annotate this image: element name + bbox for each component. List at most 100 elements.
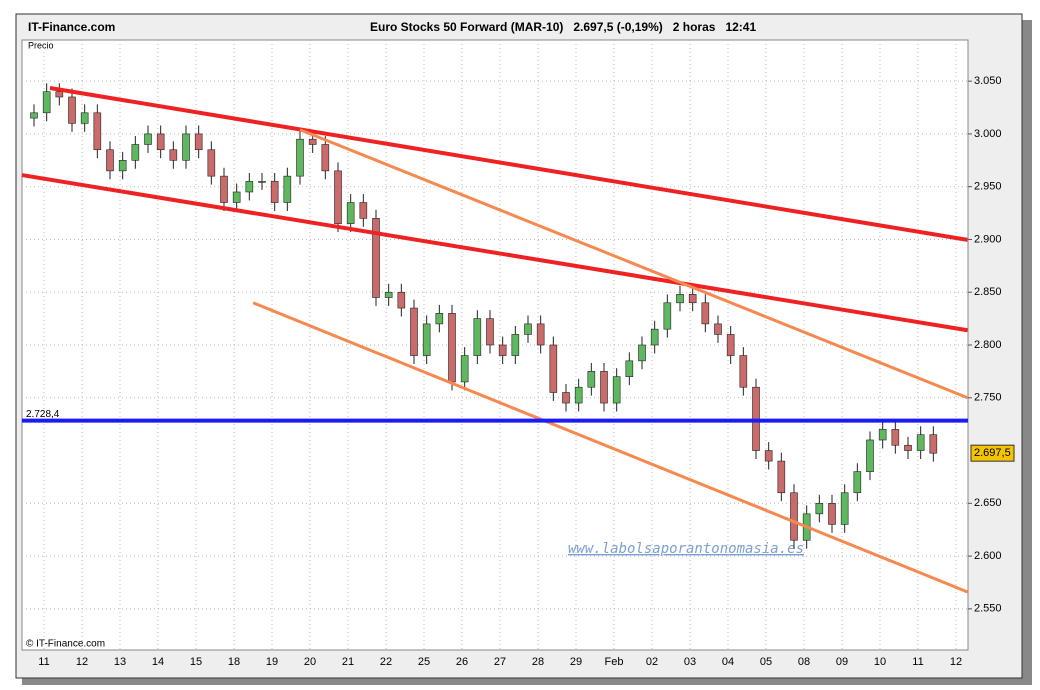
x-tick-label: 03 bbox=[684, 656, 696, 668]
x-tick-label: 05 bbox=[760, 656, 772, 668]
candle-body bbox=[169, 149, 178, 161]
candle-body bbox=[359, 202, 368, 219]
candle-body bbox=[68, 96, 76, 124]
x-tick-label: 10 bbox=[874, 656, 886, 668]
candle-body bbox=[334, 170, 342, 224]
watermark: www.labolsaporantonomasia.es bbox=[568, 541, 804, 557]
candle-body bbox=[549, 344, 558, 393]
candle-body bbox=[321, 144, 330, 172]
candle-body bbox=[80, 112, 89, 124]
x-tick-label: 18 bbox=[228, 656, 240, 668]
candle-body bbox=[878, 429, 887, 441]
candle-body bbox=[625, 360, 634, 377]
candle-body bbox=[726, 334, 735, 356]
panel-label: Precio bbox=[28, 40, 54, 50]
y-tick-label: 2.950 bbox=[974, 181, 1002, 193]
candle-body bbox=[676, 294, 684, 304]
y-tick-label: 2.800 bbox=[974, 339, 1002, 351]
trendline bbox=[21, 173, 968, 333]
y-tick-label: 2.600 bbox=[974, 550, 1002, 562]
candle-body bbox=[346, 202, 355, 224]
x-tick-label: Feb bbox=[605, 656, 624, 668]
candle-body bbox=[498, 344, 507, 356]
candle-body bbox=[840, 492, 849, 525]
trendline bbox=[299, 128, 969, 400]
candle-body bbox=[448, 313, 456, 383]
candle-body bbox=[916, 434, 925, 451]
candle-body bbox=[372, 218, 380, 298]
candle-body bbox=[270, 181, 279, 203]
candle-body bbox=[308, 138, 317, 145]
candle-body bbox=[283, 175, 292, 203]
y-tick-label: 2.550 bbox=[974, 603, 1002, 615]
candle-body bbox=[574, 386, 583, 404]
level-label: 2.728,4 bbox=[26, 409, 60, 420]
x-tick-label: 14 bbox=[152, 656, 164, 668]
candle-body bbox=[156, 133, 165, 151]
x-tick-label: 28 bbox=[532, 656, 544, 668]
x-tick-label: 21 bbox=[342, 656, 354, 668]
candle-body bbox=[929, 434, 938, 454]
x-tick-label: 19 bbox=[266, 656, 278, 668]
candle-body bbox=[144, 133, 152, 145]
candle-body bbox=[587, 371, 596, 388]
candle-body bbox=[42, 91, 51, 114]
y-tick-label: 2.900 bbox=[974, 233, 1002, 245]
x-tick-label: 12 bbox=[950, 656, 962, 668]
candle-body bbox=[410, 307, 418, 356]
x-tick-label: 11 bbox=[912, 656, 923, 668]
candle-body bbox=[220, 175, 228, 203]
trendline bbox=[252, 301, 969, 594]
candle-body bbox=[93, 112, 102, 151]
x-tick-label: 22 bbox=[380, 656, 392, 668]
candle-body bbox=[853, 471, 862, 494]
candle-body bbox=[296, 138, 304, 177]
price-tag bbox=[970, 444, 1015, 462]
candle-body bbox=[663, 302, 672, 330]
candle-body bbox=[600, 371, 608, 404]
candle-body bbox=[460, 355, 469, 383]
price-tag-label: 2.697,5 bbox=[974, 447, 1011, 459]
x-tick-label: 15 bbox=[190, 656, 202, 668]
x-tick-label: 13 bbox=[114, 656, 126, 668]
y-tick-label: 2.850 bbox=[974, 286, 1002, 298]
candle-body bbox=[194, 133, 203, 151]
y-tick-label: 3.050 bbox=[974, 75, 1002, 87]
candle-body bbox=[536, 323, 545, 346]
candle-body bbox=[131, 144, 140, 161]
candle-body bbox=[486, 318, 494, 346]
x-tick-label: 12 bbox=[76, 656, 88, 668]
candle-body bbox=[524, 323, 532, 335]
candle-body bbox=[511, 334, 520, 356]
site-name: IT-Finance.com bbox=[28, 20, 115, 34]
y-tick-label: 2.650 bbox=[974, 497, 1002, 509]
candle-body bbox=[764, 450, 773, 462]
x-tick-label: 27 bbox=[494, 656, 506, 668]
candle-body bbox=[207, 149, 216, 177]
candle-body bbox=[397, 291, 406, 309]
candle-body bbox=[904, 444, 912, 451]
candle-body bbox=[106, 149, 114, 172]
candle-body bbox=[30, 112, 38, 119]
copyright: © IT-Finance.com bbox=[26, 639, 105, 650]
x-tick-label: 08 bbox=[798, 656, 810, 668]
candle-body bbox=[650, 328, 659, 346]
x-tick-label: 29 bbox=[570, 656, 582, 668]
candle-body bbox=[790, 492, 798, 541]
y-tick-label: 3.000 bbox=[974, 128, 1002, 140]
candle-body bbox=[232, 191, 241, 203]
candle-body bbox=[118, 160, 127, 172]
x-tick-label: 04 bbox=[722, 656, 734, 668]
candle-body bbox=[562, 392, 570, 404]
x-tick-label: 20 bbox=[304, 656, 316, 668]
x-tick-label: 25 bbox=[418, 656, 430, 668]
candle-body bbox=[688, 294, 697, 304]
candle-body bbox=[815, 503, 824, 515]
candle-body bbox=[638, 344, 646, 362]
candle-body bbox=[739, 355, 748, 388]
candle-body bbox=[866, 439, 874, 472]
candle-body bbox=[828, 503, 836, 525]
candle-body bbox=[422, 323, 431, 356]
candle-body bbox=[55, 91, 64, 98]
